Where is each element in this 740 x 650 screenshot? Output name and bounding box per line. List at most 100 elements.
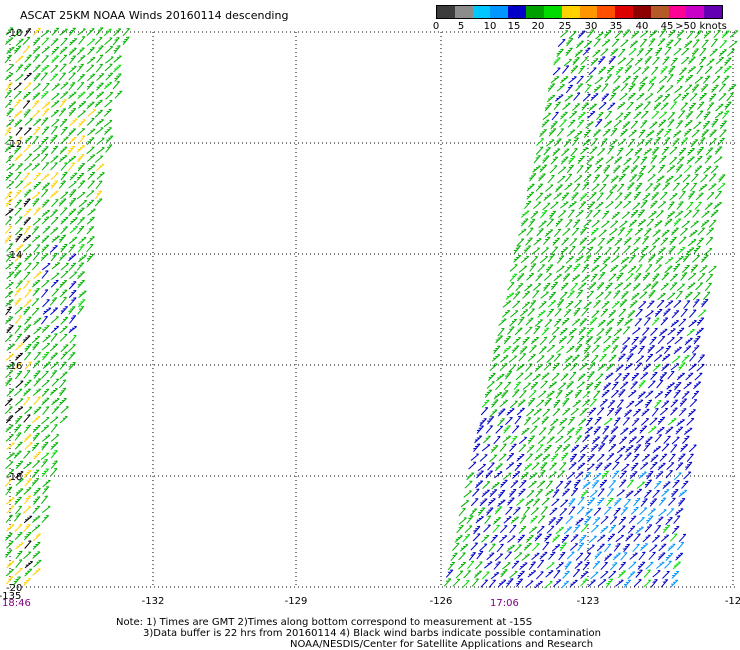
wind-barb (638, 253, 646, 263)
wind-barb (612, 247, 621, 256)
wind-barb (535, 273, 543, 282)
wind-barb (581, 102, 589, 111)
wind-barb (24, 442, 33, 450)
wind-barb (481, 489, 490, 498)
legend-label: 25 (558, 21, 572, 32)
wind-barb (487, 462, 495, 471)
wind-barb (654, 95, 663, 103)
wind-barb (5, 424, 14, 433)
wind-barb (41, 289, 49, 298)
wind-barb (476, 550, 484, 560)
wind-barb (661, 229, 670, 238)
wind-barb (24, 135, 33, 144)
wind-barb (603, 462, 612, 471)
wind-barb (69, 334, 77, 344)
wind-barb (50, 172, 59, 181)
wind-barb (4, 144, 13, 153)
wind-barb (590, 571, 599, 580)
wind-barb (616, 317, 625, 327)
wind-barb (507, 535, 516, 543)
wind-barb (5, 568, 15, 577)
wind-barb (701, 39, 709, 49)
wind-barb (678, 147, 687, 156)
wind-barb (485, 470, 493, 479)
wind-barb (41, 189, 49, 198)
wind-barb (685, 247, 695, 255)
wind-barb (507, 326, 515, 335)
wind-barb (650, 579, 658, 588)
wind-barb (580, 524, 589, 533)
wind-barb (658, 155, 667, 164)
wind-barb (689, 399, 698, 408)
wind-barb (104, 100, 113, 108)
wind-barb (33, 244, 41, 253)
wind-barb (652, 490, 660, 499)
wind-barb (86, 38, 96, 47)
wind-barb (612, 461, 620, 471)
wind-barb (609, 228, 618, 236)
legend-swatch (579, 6, 598, 18)
wind-barb (674, 382, 682, 391)
wind-barb (571, 192, 579, 201)
wind-barb (673, 346, 682, 355)
wind-barb (58, 108, 67, 117)
wind-barb (95, 127, 104, 135)
wind-barb (559, 418, 568, 426)
wind-barb (545, 480, 553, 490)
wind-barb (706, 58, 715, 67)
wind-barb (104, 46, 114, 54)
wind-barb (78, 290, 87, 299)
wind-barb (696, 363, 705, 372)
wind-barb (560, 282, 569, 291)
wind-barb (537, 436, 546, 445)
wind-barb (570, 487, 579, 497)
wind-barb (667, 112, 676, 121)
wind-barb (682, 435, 690, 444)
wind-barb (555, 346, 565, 354)
wind-barb (679, 228, 688, 236)
wind-barb (664, 257, 674, 265)
wind-barb (692, 209, 700, 218)
wind-barb (630, 247, 639, 255)
wind-barb (555, 481, 564, 490)
wind-barb (613, 498, 622, 507)
wind-barb (4, 90, 13, 99)
wind-barb (60, 191, 69, 200)
wind-barb (691, 345, 700, 354)
wind-barb (607, 400, 616, 409)
wind-barb (68, 244, 76, 253)
wind-barb (67, 352, 76, 361)
wind-barb (466, 515, 474, 524)
wind-barb (60, 226, 68, 235)
wind-barb (32, 533, 41, 542)
wind-barb (669, 236, 677, 246)
wind-barb (620, 427, 629, 435)
wind-barb (60, 37, 68, 47)
wind-barb (613, 75, 621, 84)
wind-barb (580, 490, 589, 499)
wind-barb (86, 199, 95, 208)
wind-barb (33, 327, 42, 335)
wind-barb (499, 443, 507, 452)
wind-barb (505, 417, 513, 426)
lat-label: -18 (6, 472, 22, 483)
wind-barb (470, 542, 479, 551)
wind-barb (41, 459, 48, 468)
wind-barb (678, 498, 686, 507)
wind-barb (684, 337, 693, 346)
wind-barb (32, 118, 42, 127)
wind-barb (600, 138, 608, 147)
wind-barb (94, 155, 104, 163)
wind-barb (477, 463, 487, 472)
wind-barb (690, 139, 699, 148)
wind-barb (13, 91, 22, 99)
wind-barb (530, 382, 539, 391)
wind-barb (686, 453, 694, 463)
wind-barb (723, 65, 732, 74)
wind-barb (566, 551, 575, 560)
wind-barb (540, 291, 549, 299)
wind-barb (509, 488, 517, 498)
wind-barb (623, 282, 632, 291)
wind-barb (718, 93, 727, 101)
wind-barb (23, 189, 32, 198)
